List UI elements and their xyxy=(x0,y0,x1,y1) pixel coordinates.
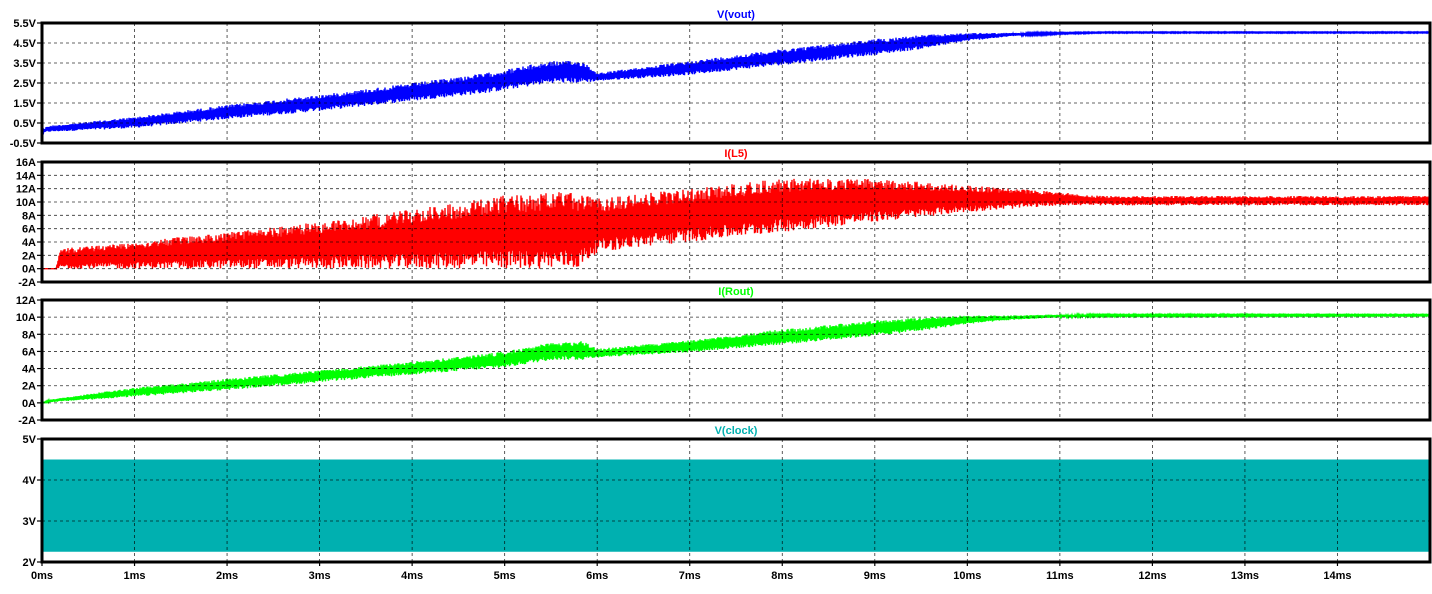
y-tick-label: 10A xyxy=(16,312,36,324)
panel-3: I(Rout) -2A 0A 2A 4A 6A 8A 10A 12A xyxy=(16,286,1432,427)
y-tick-label: 8A xyxy=(22,329,36,341)
grid xyxy=(42,23,1430,143)
grid xyxy=(42,439,1430,562)
panel-frame xyxy=(40,21,1432,145)
x-tick-label: 13ms xyxy=(1231,570,1259,582)
x-tick-label: 10ms xyxy=(953,570,981,582)
y-tick-label: 4.5V xyxy=(13,38,36,50)
x-tick-label: 5ms xyxy=(494,570,516,582)
y-tick-label: 2A xyxy=(22,381,36,393)
y-tick-label: 0.5V xyxy=(13,118,36,130)
y-tick-label: -0.5V xyxy=(10,138,37,150)
y-tick-label: 0A xyxy=(22,264,36,276)
plot-panels: V(vout) -0.5V 0.5V 1.5V 2.5V 3.5V 4.5V 5.5V I(L5… xyxy=(10,9,1432,569)
y-tick-label: 2V xyxy=(23,557,37,569)
y-tick-label: 4A xyxy=(22,364,36,376)
panel-4: V(clock) 2V 3V 4V 5V xyxy=(23,425,1432,569)
waveform-i-l5 xyxy=(43,178,1431,270)
panel-title: V(vout) xyxy=(717,9,755,21)
y-tick-label: 12A xyxy=(16,295,36,307)
panel-1: V(vout) -0.5V 0.5V 1.5V 2.5V 3.5V 4.5V 5.5V xyxy=(10,9,1432,150)
panel-title: I(Rout) xyxy=(718,286,754,298)
x-tick-label: 11ms xyxy=(1046,570,1074,582)
x-tick-label: 7ms xyxy=(679,570,701,582)
waveform-v-vout xyxy=(42,30,1431,135)
y-tick-label: 12A xyxy=(16,184,36,196)
x-tick-label: 8ms xyxy=(771,570,793,582)
x-tick-label: 6ms xyxy=(586,570,608,582)
grid xyxy=(42,300,1430,420)
x-tick-label: 9ms xyxy=(864,570,886,582)
y-tick-label: 14A xyxy=(16,170,36,182)
y-tick-label: 3V xyxy=(23,516,37,528)
panel-title: I(L5) xyxy=(724,148,748,160)
x-tick-label: 3ms xyxy=(309,570,331,582)
x-tick-label: 4ms xyxy=(401,570,423,582)
x-tick-label: 14ms xyxy=(1323,570,1351,582)
panel-frame xyxy=(40,298,1432,422)
waveform-v-clock xyxy=(43,459,1429,552)
grid xyxy=(42,162,1430,282)
y-tick-label: -2A xyxy=(18,415,36,427)
y-tick-label: 2.5V xyxy=(13,78,36,90)
y-tick-label: 8A xyxy=(22,210,36,222)
y-tick-label: 4A xyxy=(22,237,36,249)
y-tick-label: 6A xyxy=(22,224,36,236)
y-tick-label: -2A xyxy=(18,277,36,289)
panel-frame xyxy=(40,160,1432,284)
y-tick-label: 0A xyxy=(22,398,36,410)
x-tick-label: 12ms xyxy=(1138,570,1166,582)
y-tick-label: 6A xyxy=(22,346,36,358)
x-tick-label: 1ms xyxy=(124,570,146,582)
y-tick-label: 4V xyxy=(23,475,37,487)
y-tick-label: 5.5V xyxy=(13,18,36,30)
y-tick-label: 1.5V xyxy=(13,98,36,110)
y-tick-label: 10A xyxy=(16,197,36,209)
y-tick-label: 3.5V xyxy=(13,58,36,70)
x-tick-label: 2ms xyxy=(216,570,238,582)
y-tick-label: 16A xyxy=(16,157,36,169)
waveform-i-rout xyxy=(42,312,1431,405)
x-tick-label: 0ms xyxy=(31,570,53,582)
x-axis: 0ms 1ms 2ms 3ms 4ms 5ms 6ms 7ms 8ms 9ms 10ms 11ms 12… xyxy=(31,562,1352,582)
panel-title: V(clock) xyxy=(715,425,758,437)
y-tick-label: 5V xyxy=(23,434,37,446)
y-tick-label: 2A xyxy=(22,250,36,262)
panel-frame xyxy=(40,437,1432,564)
